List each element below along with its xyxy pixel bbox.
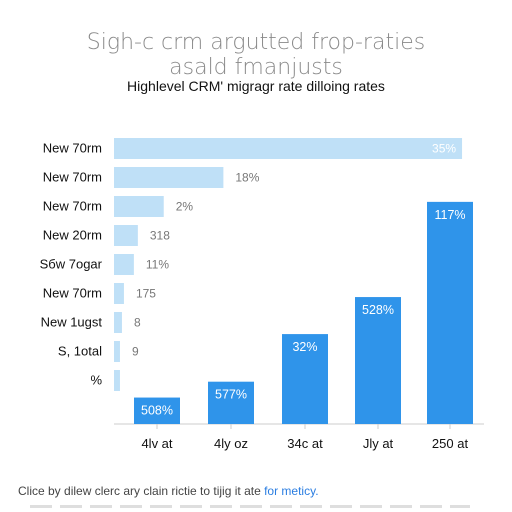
- hbar: [114, 167, 224, 188]
- hbar-value-label: 318: [150, 229, 170, 243]
- vbar-value-label: 117%: [434, 208, 465, 222]
- hbar-category-label: S, 1otal: [58, 344, 102, 359]
- vbar-value-label: 508%: [141, 404, 173, 418]
- vbar: [355, 297, 401, 424]
- hbar: [114, 370, 120, 391]
- hbar: [114, 283, 124, 304]
- vbar: [427, 201, 473, 424]
- hbar-category-label: New 1ugst: [41, 315, 103, 330]
- chart-title-line-2: asald fmanjusts: [169, 55, 343, 80]
- hbar-value-label: 175: [136, 287, 156, 301]
- chart-title-line-1: Sigh-c crm argutted frop-raties: [86, 30, 426, 55]
- vbar: [282, 334, 328, 424]
- vbar: [208, 381, 254, 424]
- hbar: [114, 138, 463, 159]
- hbar: [114, 254, 134, 275]
- vbar-category-label: 34c at: [287, 436, 323, 451]
- hbar-category-label: New 70rm: [43, 141, 102, 156]
- hbar: [114, 341, 120, 362]
- hbar-category-label: %: [90, 373, 102, 388]
- vbar-value-label: 577%: [215, 388, 247, 402]
- vbar: [134, 397, 180, 424]
- vbar-category-label: 250 at: [432, 436, 469, 451]
- vbar-category-label: 4lv at: [141, 436, 172, 451]
- vbar-category-label: Jly at: [363, 436, 394, 451]
- hbar-category-label: New 20rm: [43, 228, 102, 243]
- hbar-category-label: New 70rm: [43, 170, 102, 185]
- hbar-value-label: 2%: [176, 200, 194, 214]
- hbar: [114, 196, 164, 217]
- hbar-value-label: 9: [132, 345, 139, 359]
- vbar-value-label: 32%: [292, 340, 317, 354]
- hbar-category-label: Sбw 7ogar: [40, 257, 103, 272]
- hbar-value-label: 18%: [235, 171, 259, 185]
- footer-note: Clice by dilew clerc ary clain rictie to…: [18, 484, 319, 498]
- hbar-value-label: 35%: [432, 142, 456, 156]
- footer-faded-text: [30, 505, 470, 508]
- hbar: [114, 312, 122, 333]
- hbar-category-label: New 70rm: [43, 199, 102, 214]
- hbar-category-label: New 70rm: [43, 286, 102, 301]
- chart-title: Sigh-c crm argutted frop-raties asald fm…: [0, 30, 512, 80]
- hbar-value-label: 8: [134, 316, 141, 330]
- vbar-value-label: 528%: [362, 303, 394, 317]
- footer-text: Clice by dilew clerc ary clain rictie to…: [18, 484, 265, 498]
- vbar-category-label: 4ly oz: [214, 436, 248, 451]
- footer-link[interactable]: for meticy.: [264, 484, 319, 498]
- hbar: [114, 225, 138, 246]
- chart-subtitle: Highlevel CRM' migragr rate dilloing rat…: [127, 78, 385, 94]
- hbar-value-label: 11%: [146, 258, 169, 272]
